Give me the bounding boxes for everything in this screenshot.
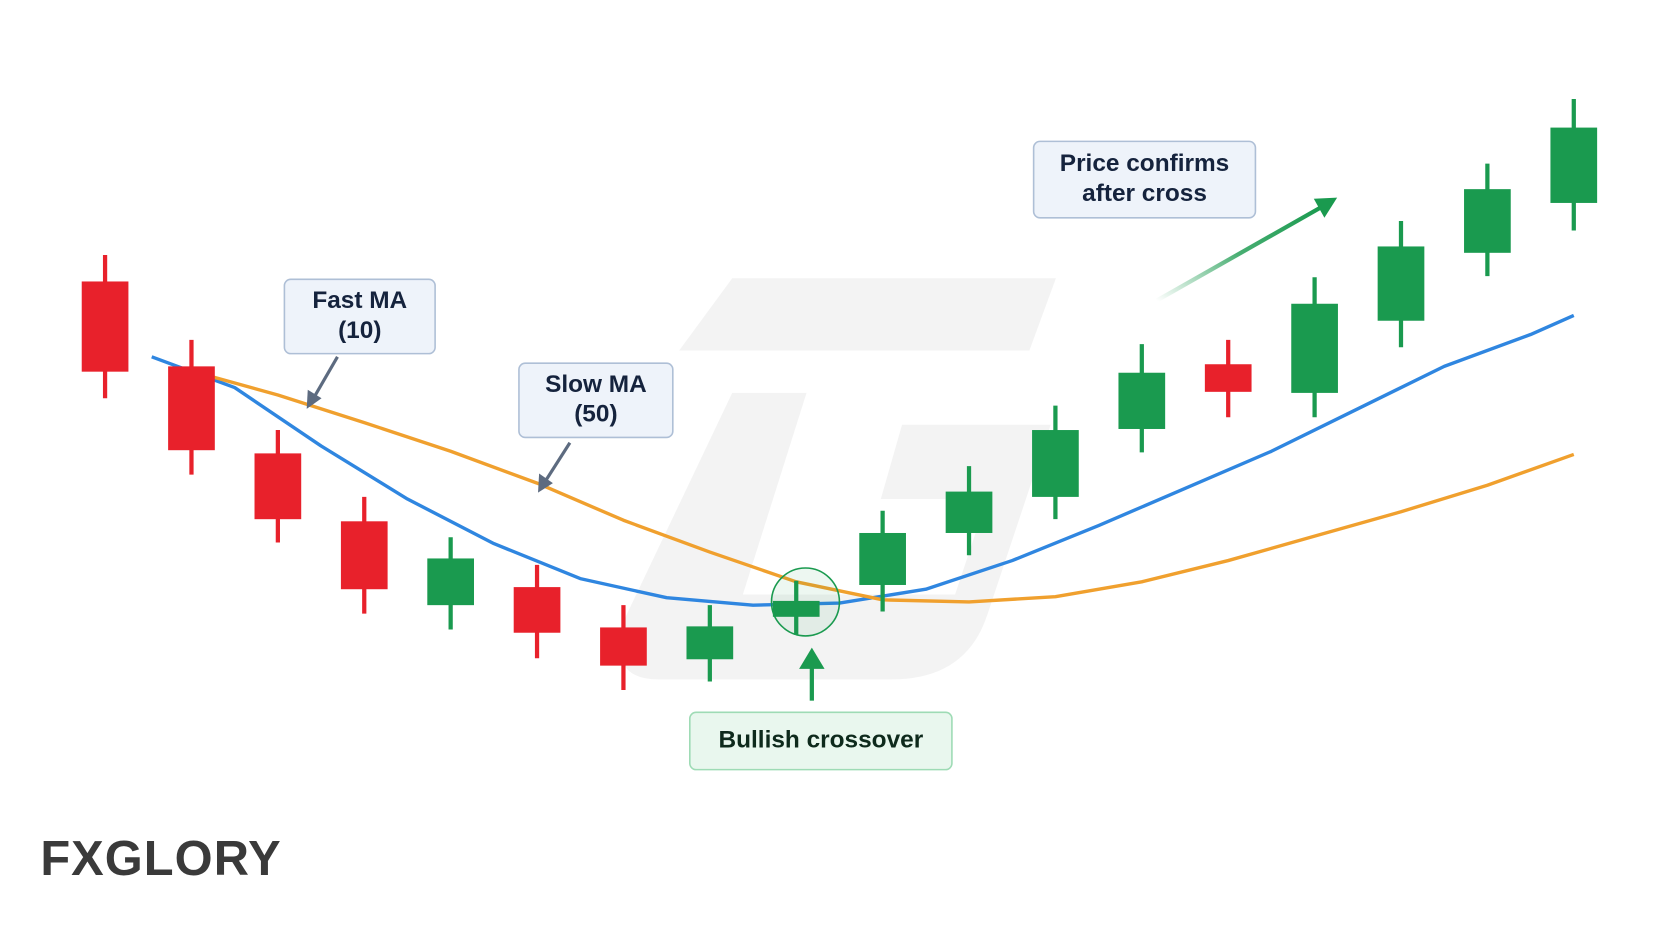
candle-body bbox=[686, 626, 734, 660]
pointer bbox=[544, 441, 572, 482]
candle-body bbox=[1291, 303, 1338, 393]
candle-body bbox=[1550, 127, 1598, 203]
annotation-box bbox=[518, 362, 674, 439]
pointer-head bbox=[799, 647, 825, 669]
candle-body bbox=[1118, 372, 1166, 429]
candle-body bbox=[340, 521, 388, 590]
annotation-text: (50) bbox=[574, 401, 617, 428]
pointer-head bbox=[306, 389, 322, 409]
candle-body bbox=[1204, 364, 1252, 392]
candle-body bbox=[168, 366, 215, 451]
annotation-box bbox=[689, 711, 953, 771]
candle-body bbox=[859, 532, 906, 585]
plot bbox=[81, 98, 1598, 691]
annotation-text: Price confirms bbox=[1060, 150, 1229, 177]
candle-body bbox=[427, 558, 474, 606]
trend-arrow-head bbox=[1313, 197, 1338, 218]
candle-body bbox=[1377, 246, 1425, 321]
trend-arrow bbox=[1155, 205, 1323, 303]
logo: FXGLORY bbox=[40, 832, 281, 886]
candle-body bbox=[1032, 430, 1079, 497]
candle-body bbox=[945, 491, 993, 533]
annotation-text: (10) bbox=[338, 317, 381, 344]
annotation-text: Bullish crossover bbox=[719, 726, 924, 753]
candle-body bbox=[1464, 189, 1511, 253]
watermark bbox=[620, 278, 1056, 680]
crossover-highlight bbox=[770, 567, 841, 637]
candle-body bbox=[254, 453, 302, 520]
annotations: Fast MA (10) Slow MA (50) Bullish crossover P… bbox=[283, 140, 1257, 771]
candle-body bbox=[600, 627, 647, 666]
pointer bbox=[312, 356, 339, 398]
annotation-box bbox=[1032, 140, 1257, 219]
candle-body bbox=[772, 600, 820, 617]
annotation-text: after cross bbox=[1082, 180, 1207, 207]
pointer-head bbox=[538, 473, 553, 493]
candle-body bbox=[513, 587, 561, 633]
annotation-text: Fast MA bbox=[312, 287, 407, 314]
annotation-text: Slow MA bbox=[545, 371, 647, 398]
candle-body bbox=[81, 281, 129, 372]
annotation-box bbox=[283, 278, 436, 355]
